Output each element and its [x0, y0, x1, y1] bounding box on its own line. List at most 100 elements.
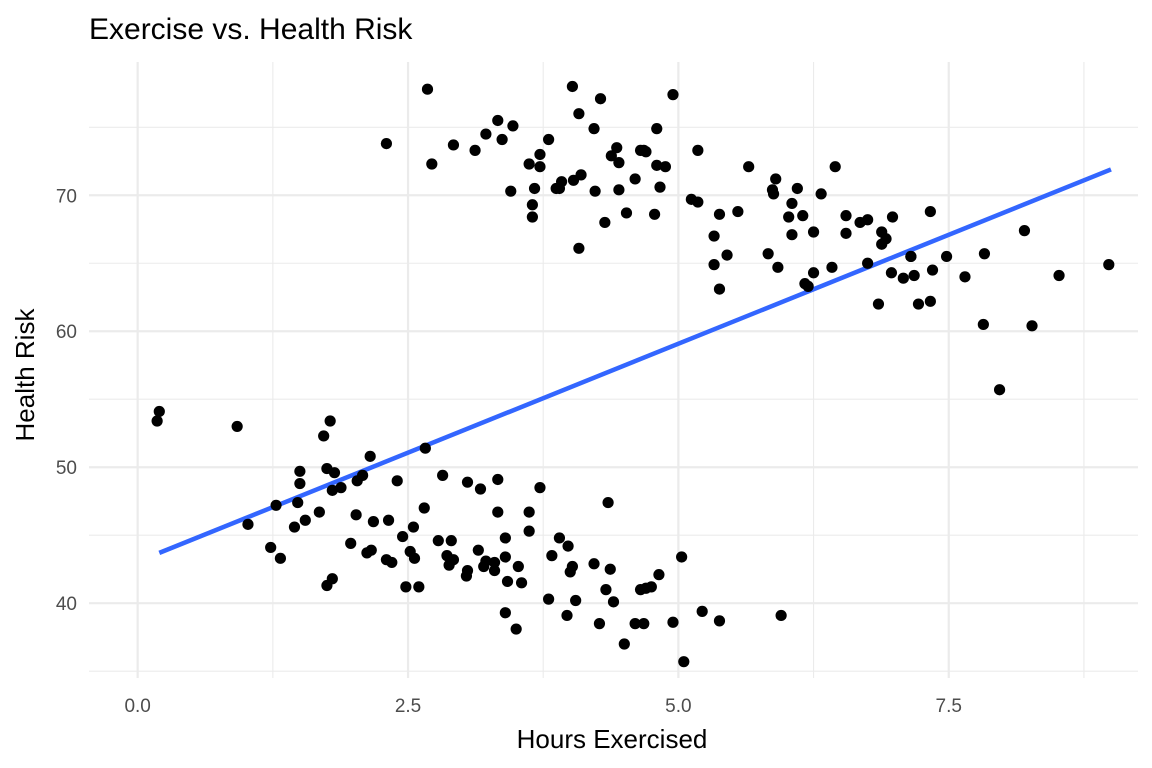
- data-point: [786, 197, 798, 210]
- data-point: [242, 518, 254, 530]
- y-tick-label: 70: [56, 186, 77, 207]
- data-point: [840, 227, 852, 239]
- data-point: [1053, 269, 1065, 282]
- data-point: [826, 261, 838, 273]
- data-point: [829, 161, 841, 173]
- data-point: [496, 133, 508, 146]
- data-point: [573, 242, 585, 254]
- data-point: [419, 442, 431, 454]
- data-point: [862, 257, 874, 269]
- data-point: [461, 476, 474, 488]
- data-point: [534, 161, 546, 173]
- data-point: [713, 615, 726, 627]
- data-point: [561, 609, 573, 622]
- data-point: [294, 477, 306, 490]
- data-point: [862, 214, 874, 226]
- data-point: [265, 541, 277, 554]
- data-point: [318, 430, 330, 442]
- data-point: [908, 269, 920, 282]
- data-point: [553, 532, 566, 544]
- data-point: [488, 564, 501, 577]
- data-point: [594, 93, 607, 105]
- data-point: [613, 184, 625, 196]
- data-point: [357, 469, 369, 481]
- data-point: [528, 182, 541, 195]
- data-point: [421, 83, 434, 95]
- data-point: [437, 469, 449, 481]
- data-point: [924, 205, 936, 218]
- data-point: [512, 560, 524, 573]
- data-point: [499, 607, 511, 619]
- data-point: [648, 208, 661, 220]
- trend-line-group: [158, 167, 1112, 555]
- data-point: [588, 123, 600, 135]
- data-point: [654, 181, 666, 193]
- y-axis-ticks: 40 50 60 70: [56, 186, 77, 615]
- data-point: [397, 530, 409, 543]
- data-point: [772, 261, 784, 273]
- x-tick-label: 0.0: [124, 696, 150, 717]
- data-point: [807, 226, 820, 238]
- data-point: [880, 233, 892, 245]
- data-point: [797, 210, 809, 222]
- data-point: [505, 185, 517, 197]
- data-point: [692, 196, 704, 208]
- data-point: [645, 581, 657, 593]
- data-point: [786, 229, 798, 241]
- data-point: [492, 473, 504, 486]
- data-point: [413, 581, 425, 593]
- data-point: [593, 618, 606, 630]
- data-point: [526, 211, 538, 223]
- data-point: [653, 569, 665, 581]
- data-point: [400, 581, 412, 593]
- data-point: [573, 108, 585, 120]
- data-point: [588, 558, 600, 570]
- data-point: [313, 506, 325, 518]
- x-tick-label: 7.5: [936, 696, 962, 717]
- data-point: [555, 176, 568, 188]
- data-point: [886, 211, 899, 223]
- data-point: [692, 144, 704, 156]
- data-point: [993, 384, 1006, 396]
- data-point: [802, 280, 814, 292]
- y-tick-label: 50: [56, 458, 77, 479]
- data-point: [696, 605, 708, 617]
- data-point: [589, 185, 601, 197]
- data-point: [629, 173, 641, 185]
- data-point: [678, 656, 690, 668]
- data-point: [488, 556, 501, 569]
- data-point: [526, 199, 538, 211]
- trend-line: [158, 167, 1112, 555]
- data-point: [885, 267, 898, 279]
- data-point: [807, 267, 820, 279]
- data-point: [492, 506, 504, 518]
- data-point: [426, 158, 438, 170]
- data-point: [299, 514, 311, 526]
- data-point: [775, 609, 787, 622]
- data-point: [546, 550, 558, 562]
- data-point: [651, 123, 663, 135]
- chart-title: Exercise vs. Health Risk: [89, 13, 413, 46]
- data-point: [472, 544, 484, 556]
- data-point: [151, 415, 163, 427]
- data-point: [872, 298, 885, 310]
- data-point: [274, 552, 287, 564]
- data-point: [445, 535, 457, 547]
- data-point: [605, 150, 617, 162]
- data-point: [713, 208, 726, 220]
- data-point: [611, 142, 623, 154]
- data-point: [515, 577, 528, 589]
- data-point: [940, 250, 953, 263]
- data-point: [326, 573, 338, 585]
- data-point: [501, 575, 514, 588]
- x-axis-ticks: 0.0 2.5 5.0 7.5: [124, 696, 962, 717]
- data-point: [391, 475, 403, 487]
- data-point: [783, 211, 795, 223]
- data-point: [510, 623, 522, 635]
- data-point: [791, 182, 803, 195]
- data-point: [365, 544, 377, 556]
- data-point: [480, 555, 492, 567]
- data-point: [732, 205, 744, 218]
- data-point: [324, 415, 336, 427]
